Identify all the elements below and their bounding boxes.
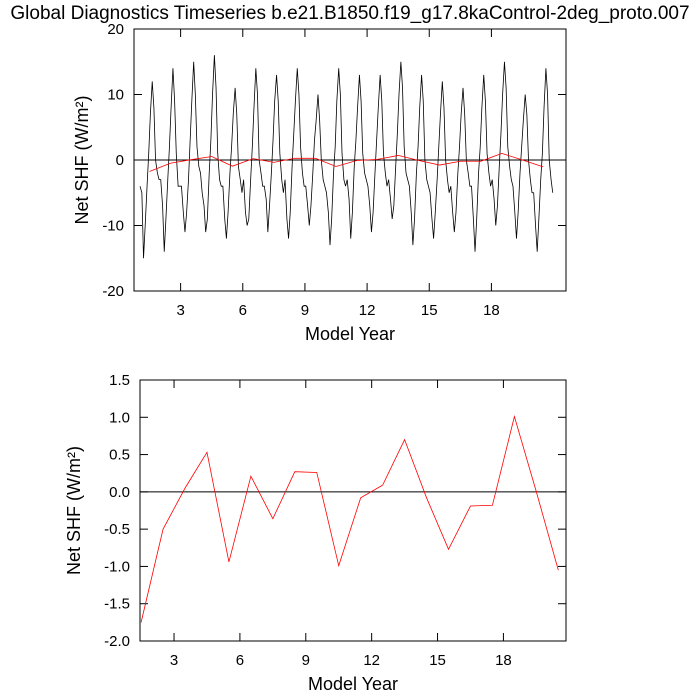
x-tick-label: 3 xyxy=(176,302,184,319)
x-tick-label: 9 xyxy=(302,652,310,669)
y-tick-label: -2.0 xyxy=(104,633,130,650)
x-tick-label: 9 xyxy=(301,302,309,319)
y-tick-label: 1.5 xyxy=(109,372,130,389)
data-line xyxy=(140,415,559,623)
chart-title: Global Diagnostics Timeseries b.e21.B185… xyxy=(10,3,689,24)
y-tick-label: -20 xyxy=(102,283,124,300)
y-tick-label: 0.0 xyxy=(109,484,130,501)
x-tick-label: 18 xyxy=(495,652,512,669)
plot-frame xyxy=(139,379,567,642)
x-tick-label: 3 xyxy=(170,652,178,669)
y-tick-label: 10 xyxy=(107,87,124,104)
data-line xyxy=(149,152,544,172)
y-tick-label: 0.5 xyxy=(109,447,130,464)
y-tick-label: -1.5 xyxy=(104,596,130,613)
x-tick-label: 15 xyxy=(421,302,438,319)
y-tick-label: 20 xyxy=(107,21,124,38)
x-tick-label: 15 xyxy=(429,652,446,669)
y-axis-label: Net SHF (W/m²) xyxy=(64,446,84,575)
x-axis-label: Model Year xyxy=(305,324,395,344)
y-axis-label: Net SHF (W/m²) xyxy=(72,96,92,225)
x-tick-label: 6 xyxy=(236,652,244,669)
y-tick-label: 1.0 xyxy=(109,409,130,426)
x-tick-label: 18 xyxy=(483,302,500,319)
y-tick-label: 0 xyxy=(116,152,124,169)
x-tick-label: 12 xyxy=(359,302,376,319)
x-axis-label: Model Year xyxy=(308,674,398,694)
y-tick-label: -1.0 xyxy=(104,558,130,575)
x-tick-label: 6 xyxy=(239,302,247,319)
y-tick-label: -0.5 xyxy=(104,521,130,538)
y-tick-label: -10 xyxy=(102,218,124,235)
x-tick-label: 12 xyxy=(363,652,380,669)
data-line xyxy=(139,55,554,259)
